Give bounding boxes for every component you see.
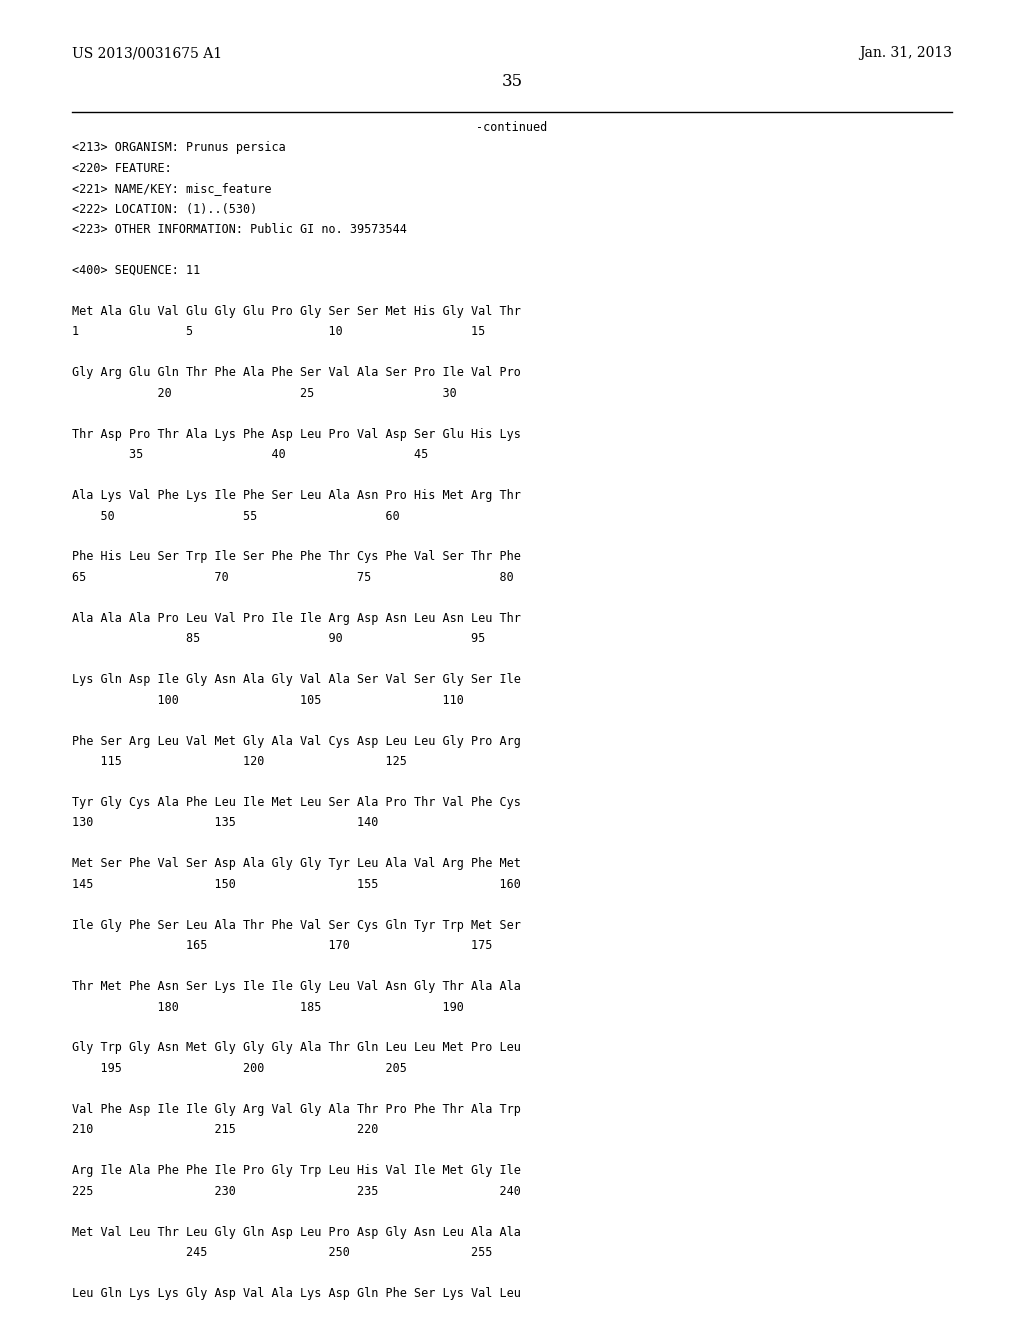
- Text: Ala Ala Ala Pro Leu Val Pro Ile Ile Arg Asp Asn Leu Asn Leu Thr: Ala Ala Ala Pro Leu Val Pro Ile Ile Arg …: [72, 612, 520, 624]
- Text: 20                  25                  30: 20 25 30: [72, 387, 457, 400]
- Text: 50                  55                  60: 50 55 60: [72, 510, 399, 523]
- Text: Phe His Leu Ser Trp Ile Ser Phe Phe Thr Cys Phe Val Ser Thr Phe: Phe His Leu Ser Trp Ile Ser Phe Phe Thr …: [72, 550, 520, 564]
- Text: 180                 185                 190: 180 185 190: [72, 1001, 464, 1014]
- Text: Val Phe Asp Ile Ile Gly Arg Val Gly Ala Thr Pro Phe Thr Ala Trp: Val Phe Asp Ile Ile Gly Arg Val Gly Ala …: [72, 1104, 520, 1115]
- Text: Ile Gly Phe Ser Leu Ala Thr Phe Val Ser Cys Gln Tyr Trp Met Ser: Ile Gly Phe Ser Leu Ala Thr Phe Val Ser …: [72, 919, 520, 932]
- Text: 195                 200                 205: 195 200 205: [72, 1061, 407, 1074]
- Text: 145                 150                 155                 160: 145 150 155 160: [72, 878, 520, 891]
- Text: -continued: -continued: [476, 121, 548, 135]
- Text: Gly Trp Gly Asn Met Gly Gly Gly Ala Thr Gln Leu Leu Met Pro Leu: Gly Trp Gly Asn Met Gly Gly Gly Ala Thr …: [72, 1041, 520, 1055]
- Text: 165                 170                 175: 165 170 175: [72, 940, 493, 952]
- Text: Phe Ser Arg Leu Val Met Gly Ala Val Cys Asp Leu Leu Gly Pro Arg: Phe Ser Arg Leu Val Met Gly Ala Val Cys …: [72, 734, 520, 747]
- Text: Met Ala Glu Val Glu Gly Glu Pro Gly Ser Ser Met His Gly Val Thr: Met Ala Glu Val Glu Gly Glu Pro Gly Ser …: [72, 305, 520, 318]
- Text: <223> OTHER INFORMATION: Public GI no. 39573544: <223> OTHER INFORMATION: Public GI no. 3…: [72, 223, 407, 236]
- Text: 115                 120                 125: 115 120 125: [72, 755, 407, 768]
- Text: 100                 105                 110: 100 105 110: [72, 694, 464, 706]
- Text: <400> SEQUENCE: 11: <400> SEQUENCE: 11: [72, 264, 200, 277]
- Text: US 2013/0031675 A1: US 2013/0031675 A1: [72, 46, 222, 61]
- Text: Met Ser Phe Val Ser Asp Ala Gly Gly Tyr Leu Ala Val Arg Phe Met: Met Ser Phe Val Ser Asp Ala Gly Gly Tyr …: [72, 858, 520, 870]
- Text: <220> FEATURE:: <220> FEATURE:: [72, 161, 171, 174]
- Text: Thr Asp Pro Thr Ala Lys Phe Asp Leu Pro Val Asp Ser Glu His Lys: Thr Asp Pro Thr Ala Lys Phe Asp Leu Pro …: [72, 428, 520, 441]
- Text: 210                 215                 220: 210 215 220: [72, 1123, 378, 1137]
- Text: <222> LOCATION: (1)..(530): <222> LOCATION: (1)..(530): [72, 202, 257, 215]
- Text: Lys Gln Asp Ile Gly Asn Ala Gly Val Ala Ser Val Ser Gly Ser Ile: Lys Gln Asp Ile Gly Asn Ala Gly Val Ala …: [72, 673, 520, 686]
- Text: Thr Met Phe Asn Ser Lys Ile Ile Gly Leu Val Asn Gly Thr Ala Ala: Thr Met Phe Asn Ser Lys Ile Ile Gly Leu …: [72, 979, 520, 993]
- Text: 245                 250                 255: 245 250 255: [72, 1246, 493, 1259]
- Text: Arg Ile Ala Phe Phe Ile Pro Gly Trp Leu His Val Ile Met Gly Ile: Arg Ile Ala Phe Phe Ile Pro Gly Trp Leu …: [72, 1164, 520, 1177]
- Text: Gly Arg Glu Gln Thr Phe Ala Phe Ser Val Ala Ser Pro Ile Val Pro: Gly Arg Glu Gln Thr Phe Ala Phe Ser Val …: [72, 366, 520, 379]
- Text: Jan. 31, 2013: Jan. 31, 2013: [859, 46, 952, 61]
- Text: 130                 135                 140: 130 135 140: [72, 816, 378, 829]
- Text: Leu Gln Lys Lys Gly Asp Val Ala Lys Asp Gln Phe Ser Lys Val Leu: Leu Gln Lys Lys Gly Asp Val Ala Lys Asp …: [72, 1287, 520, 1300]
- Text: 225                 230                 235                 240: 225 230 235 240: [72, 1185, 520, 1197]
- Text: 85                  90                  95: 85 90 95: [72, 632, 485, 645]
- Text: 65                  70                  75                  80: 65 70 75 80: [72, 570, 513, 583]
- Text: 35: 35: [502, 73, 522, 90]
- Text: <213> ORGANISM: Prunus persica: <213> ORGANISM: Prunus persica: [72, 141, 286, 154]
- Text: 35                  40                  45: 35 40 45: [72, 447, 428, 461]
- Text: Ala Lys Val Phe Lys Ile Phe Ser Leu Ala Asn Pro His Met Arg Thr: Ala Lys Val Phe Lys Ile Phe Ser Leu Ala …: [72, 490, 520, 502]
- Text: Tyr Gly Cys Ala Phe Leu Ile Met Leu Ser Ala Pro Thr Val Phe Cys: Tyr Gly Cys Ala Phe Leu Ile Met Leu Ser …: [72, 796, 520, 809]
- Text: 1               5                   10                  15: 1 5 10 15: [72, 325, 485, 338]
- Text: <221> NAME/KEY: misc_feature: <221> NAME/KEY: misc_feature: [72, 182, 271, 195]
- Text: Met Val Leu Thr Leu Gly Gln Asp Leu Pro Asp Gly Asn Leu Ala Ala: Met Val Leu Thr Leu Gly Gln Asp Leu Pro …: [72, 1225, 520, 1238]
